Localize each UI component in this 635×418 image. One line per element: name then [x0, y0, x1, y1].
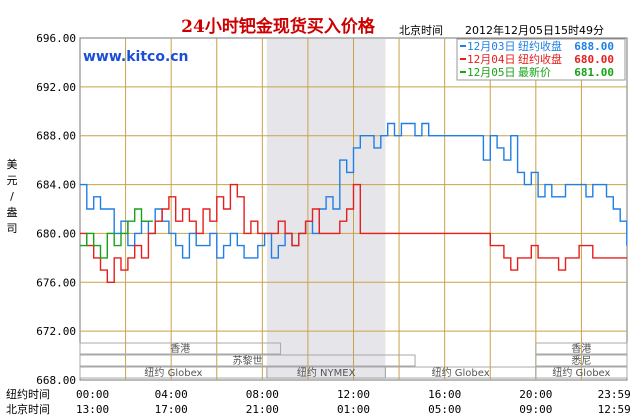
x-tick-bj-5: 09:00	[519, 403, 552, 416]
session-box-0	[79, 342, 282, 355]
y-tick-label-3: 680.00	[36, 227, 76, 240]
local-time-label: 北京时间	[399, 23, 443, 37]
session-label-0: 香港	[170, 343, 190, 355]
legend-label-1: 纽约收盘	[518, 52, 562, 66]
session-label-3: 纽约 NYMEX	[297, 366, 356, 379]
session-label-6: 悉尼	[571, 355, 591, 367]
series-line-2	[80, 208, 153, 259]
x-tick-bj-0: 13:00	[76, 403, 109, 416]
session-label-1: 苏黎世	[233, 354, 263, 367]
y-tick-label-5: 688.00	[36, 130, 76, 143]
x-tick-bj-6: 12:59	[598, 403, 631, 416]
y-tick-label-2: 676.00	[36, 276, 76, 289]
y-unit-char-3: 盎	[7, 205, 18, 219]
series-lines	[80, 122, 628, 283]
legend-box	[456, 38, 626, 81]
legend-value-1: 680.00	[574, 53, 614, 66]
x-tick-ny-6: 23:59	[598, 388, 631, 401]
x-tick-ny-4: 16:00	[428, 388, 461, 401]
x-tick-bj-2: 21:00	[246, 403, 279, 416]
x-tick-labels: 00:00 13:00 04:00 17:00 08:00 21:00 12:00 01:00…	[76, 388, 631, 416]
session-box-1	[79, 354, 416, 367]
legend-value-0: 688.00	[574, 40, 614, 53]
watermark: www.kitco.cn	[83, 49, 189, 65]
session-box-6	[535, 354, 628, 367]
y-tick-label-4: 684.00	[36, 179, 76, 192]
session-label-4: 纽约 Globex	[432, 366, 490, 379]
session-label-7: 纽约 Globex	[552, 366, 610, 379]
timestamp: 2012年12月05日15时49分	[465, 23, 604, 37]
grid	[80, 38, 627, 380]
x-tick-ny-5: 20:00	[519, 388, 552, 401]
x-tick-bj-1: 17:00	[155, 403, 188, 416]
legend-date-1: 12月04日	[467, 53, 516, 66]
y-tick-label-0: 668.00	[36, 374, 76, 387]
x-tick-ny-2: 08:00	[246, 388, 279, 401]
session-box-7	[535, 366, 628, 379]
x-tick-ny-3: 12:00	[337, 388, 370, 401]
legend-value-2: 681.00	[574, 66, 614, 79]
y-unit-char-1: 元	[7, 174, 18, 187]
legend-label-2: 最新价	[518, 65, 551, 79]
bj-time-row-label: 北京时间	[6, 402, 50, 416]
x-tick-ny-0: 00:00	[76, 388, 109, 401]
y-unit-char-0: 美	[7, 158, 18, 171]
legend-date-0: 12月03日	[467, 40, 516, 53]
y-unit-char-2: /	[10, 190, 14, 203]
series-line-0	[80, 122, 628, 259]
chart-title: 24小时钯金现货买入价格	[181, 16, 376, 37]
series-line-1	[80, 183, 627, 283]
y-unit-char-4: 司	[7, 222, 18, 235]
legend-date-2: 12月05日	[467, 66, 516, 79]
legend-label-0: 纽约收盘	[518, 39, 562, 53]
session-label-2: 纽约 Globex	[144, 366, 202, 379]
y-tick-label-1: 672.00	[36, 325, 76, 338]
ny-time-row-label: 纽约时间	[6, 387, 50, 401]
x-tick-bj-3: 01:00	[337, 403, 370, 416]
x-tick-ny-1: 04:00	[155, 388, 188, 401]
session-box-5	[535, 342, 628, 355]
y-unit-label: 美 元 / 盎 司	[7, 158, 18, 235]
legend: 12月03日 纽约收盘 688.00 12月04日 纽约收盘 680.00 12月05日 最新…	[456, 38, 626, 81]
x-tick-bj-4: 05:00	[428, 403, 461, 416]
y-tick-label-7: 696.00	[36, 32, 76, 45]
y-tick-label-6: 692.00	[36, 81, 76, 94]
y-tick-labels: 668.00 672.00 676.00 680.00 684.00 688.00 692.…	[36, 32, 76, 387]
session-label-5: 香港	[571, 343, 591, 355]
